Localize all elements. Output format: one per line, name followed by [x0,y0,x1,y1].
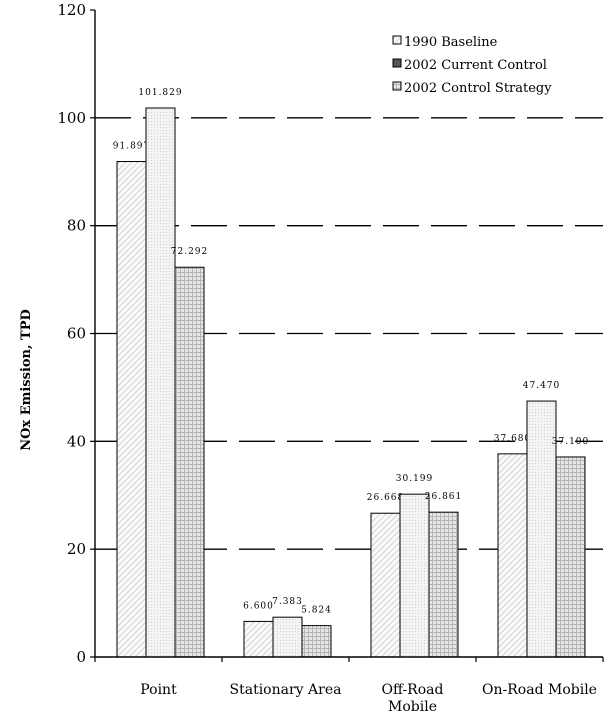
bar [243,620,274,658]
bar [370,512,401,658]
y-tick-label: 60 [67,325,86,343]
legend-swatch [392,35,402,45]
data-label: 26.861 [425,492,463,502]
data-label: 37.680 [494,434,532,444]
data-label: 72.292 [171,247,209,257]
bar [428,511,459,658]
legend-label: 1990 Baseline [404,35,498,50]
data-label: 101.829 [138,88,182,98]
x-category-label: Stationary Area [230,682,342,698]
y-tick-label: 120 [57,1,86,19]
x-category-label: Point [140,682,177,698]
legend-label: 2002 Current Control [404,58,547,73]
bar [116,161,147,658]
data-label: 30.199 [396,474,434,484]
data-label: 6.600 [243,601,274,611]
data-label: 7.383 [272,597,303,607]
y-tick-label: 80 [67,217,86,235]
legend-swatch [392,81,402,91]
data-label: 37.100 [552,437,590,447]
data-label: 47.470 [523,381,561,391]
x-category-label: Mobile [388,699,437,715]
bar [555,456,586,658]
bar [174,266,205,658]
legend: 1990 Baseline 2002 Current Control 2002 Co… [392,35,552,96]
axes: 0 20 40 60 80 100 120 Point Stationary Area Off-R… [57,1,604,715]
bar [301,625,332,658]
bar [497,453,528,658]
data-label: 5.824 [301,606,332,616]
gridlines [95,117,603,550]
bar [399,493,430,658]
data-label: 26.668 [367,493,405,503]
x-category-label: On-Road Mobile [482,682,597,698]
y-tick-label: 100 [57,109,86,127]
y-tick-label: 0 [76,648,86,666]
y-tick-label: 40 [67,432,86,450]
y-tick-label: 20 [67,540,86,558]
x-category-label: Off-Road [382,682,444,698]
bar [145,107,176,658]
bar [272,616,303,658]
legend-label: 2002 Control Strategy [404,81,552,96]
legend-swatch [392,58,402,68]
y-axis-title: NOx Emission, TPD [19,309,34,451]
data-label: 91.897 [113,142,151,152]
